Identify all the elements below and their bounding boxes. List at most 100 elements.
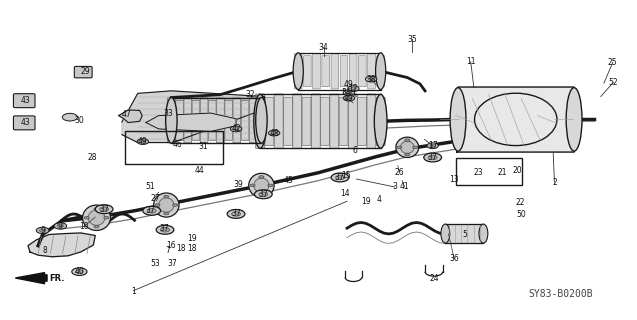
Circle shape (428, 155, 437, 160)
Text: 9: 9 (58, 222, 63, 231)
FancyBboxPatch shape (376, 97, 385, 145)
Circle shape (72, 268, 87, 276)
Text: 22: 22 (515, 198, 525, 207)
Polygon shape (146, 113, 236, 132)
Text: 3: 3 (392, 182, 397, 191)
FancyBboxPatch shape (13, 116, 35, 130)
Circle shape (397, 146, 402, 148)
Circle shape (343, 90, 355, 96)
FancyBboxPatch shape (265, 97, 274, 145)
Circle shape (413, 146, 418, 148)
Circle shape (173, 204, 178, 206)
Text: 19: 19 (361, 197, 371, 206)
Circle shape (84, 216, 89, 219)
Text: 16: 16 (166, 241, 176, 250)
Circle shape (368, 78, 374, 81)
Text: 46: 46 (173, 140, 183, 149)
Ellipse shape (254, 178, 269, 193)
Ellipse shape (255, 98, 267, 143)
FancyBboxPatch shape (320, 97, 329, 145)
Circle shape (268, 184, 273, 187)
Ellipse shape (479, 224, 488, 243)
Text: 14: 14 (340, 189, 350, 198)
Text: 44: 44 (195, 166, 204, 175)
Circle shape (271, 132, 277, 134)
Polygon shape (445, 224, 483, 243)
Circle shape (36, 227, 49, 234)
FancyBboxPatch shape (294, 53, 302, 89)
FancyBboxPatch shape (331, 53, 339, 89)
Text: 4: 4 (376, 195, 381, 204)
Circle shape (430, 144, 436, 147)
Text: 37: 37 (159, 224, 169, 233)
Text: SY83-B0200B: SY83-B0200B (529, 289, 593, 299)
FancyBboxPatch shape (192, 100, 200, 140)
Text: 37: 37 (428, 153, 438, 162)
Circle shape (227, 210, 245, 218)
Circle shape (140, 140, 146, 143)
Ellipse shape (450, 88, 466, 151)
FancyBboxPatch shape (313, 53, 320, 89)
Text: 27: 27 (151, 194, 161, 203)
Text: 2: 2 (552, 178, 557, 187)
Circle shape (147, 209, 156, 213)
Text: 37: 37 (99, 205, 109, 214)
FancyBboxPatch shape (13, 94, 35, 108)
Circle shape (155, 204, 160, 206)
Text: 5: 5 (462, 230, 467, 239)
FancyBboxPatch shape (200, 98, 208, 143)
Ellipse shape (396, 137, 419, 157)
Circle shape (404, 153, 410, 156)
Text: 40: 40 (75, 267, 84, 276)
FancyBboxPatch shape (349, 53, 357, 89)
Text: 47: 47 (122, 109, 132, 118)
FancyBboxPatch shape (357, 97, 366, 145)
Ellipse shape (154, 193, 179, 217)
Polygon shape (122, 91, 264, 142)
Circle shape (331, 173, 349, 182)
Circle shape (259, 192, 268, 196)
Polygon shape (118, 110, 142, 123)
Text: 21: 21 (497, 168, 507, 177)
Text: 25: 25 (608, 58, 618, 67)
Ellipse shape (83, 205, 110, 230)
FancyBboxPatch shape (367, 94, 376, 148)
Text: 34: 34 (318, 43, 329, 52)
Circle shape (233, 127, 239, 130)
Ellipse shape (159, 198, 174, 212)
FancyBboxPatch shape (250, 98, 257, 143)
Ellipse shape (248, 173, 274, 197)
Text: 20: 20 (513, 166, 522, 175)
Circle shape (348, 86, 359, 92)
Circle shape (404, 139, 410, 141)
Text: 33: 33 (163, 108, 173, 117)
Text: 37: 37 (168, 259, 178, 268)
Text: 48: 48 (269, 129, 279, 138)
Text: 29: 29 (80, 67, 90, 76)
Circle shape (268, 130, 280, 136)
Text: 43: 43 (20, 118, 31, 127)
Polygon shape (457, 87, 574, 152)
FancyBboxPatch shape (304, 56, 311, 87)
Polygon shape (15, 273, 47, 284)
Text: 12: 12 (348, 84, 358, 93)
Text: 9: 9 (40, 226, 45, 235)
Text: 17: 17 (428, 141, 438, 150)
Circle shape (346, 91, 352, 94)
Text: 7: 7 (165, 246, 170, 255)
Text: 38: 38 (366, 75, 376, 84)
Circle shape (250, 184, 255, 187)
FancyBboxPatch shape (255, 94, 264, 148)
Text: 32: 32 (246, 91, 255, 100)
Text: 49: 49 (138, 137, 148, 146)
Circle shape (76, 270, 83, 274)
FancyBboxPatch shape (377, 56, 385, 87)
Ellipse shape (566, 88, 582, 151)
Circle shape (137, 139, 148, 144)
Ellipse shape (166, 98, 177, 143)
Circle shape (164, 212, 169, 215)
Text: 18: 18 (176, 244, 185, 253)
FancyBboxPatch shape (359, 56, 366, 87)
Text: 37: 37 (259, 190, 268, 199)
FancyBboxPatch shape (283, 97, 292, 145)
